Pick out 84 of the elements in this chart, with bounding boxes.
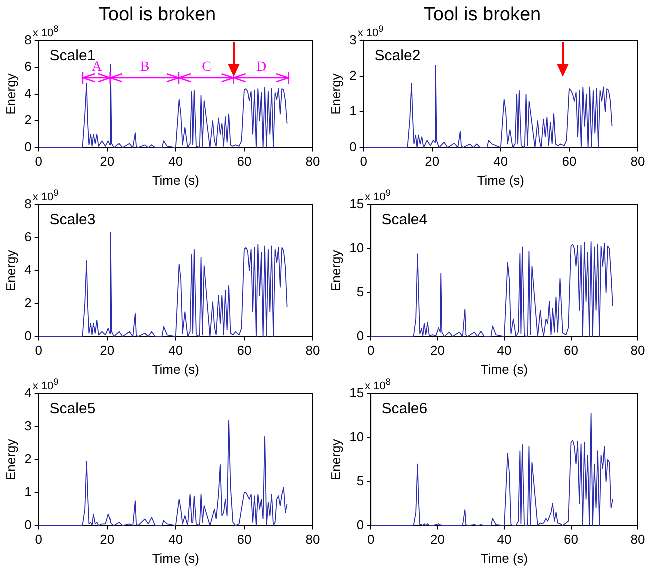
y-tick-label: 4 xyxy=(24,262,32,278)
y-tick-label: 6 xyxy=(24,59,32,74)
x-tick-label: 60 xyxy=(564,532,578,548)
y-axis-title: Energy xyxy=(328,438,344,480)
y-tick-label: 10 xyxy=(350,240,364,256)
y-tick-label: 4 xyxy=(24,86,32,101)
y-tick-label: 0 xyxy=(24,139,32,154)
y-tick-label: 3 xyxy=(24,418,32,434)
y-tick-label: 0 xyxy=(356,517,364,532)
y-tick-label: 2 xyxy=(350,68,357,84)
y-tick-label: 10 xyxy=(350,430,364,445)
x-tick-label: 20 xyxy=(100,532,115,548)
annotation: Scale6 xyxy=(382,400,428,418)
x-tick-label: 60 xyxy=(237,532,252,548)
x-tick-label: 40 xyxy=(494,154,508,170)
x-tick-label: 80 xyxy=(306,532,320,548)
annotation: D xyxy=(256,60,267,75)
annotation: Scale5 xyxy=(50,400,96,418)
text: x 10$^{9}$ xyxy=(365,188,391,204)
text: x 10$^{9}$ xyxy=(32,188,59,204)
y-axis-title: Energy xyxy=(3,438,18,480)
y-tick-label: 8 xyxy=(24,196,32,212)
x-tick-label: 0 xyxy=(367,532,375,548)
x-tick-label: 40 xyxy=(497,343,512,358)
y-axis-title: Energy xyxy=(328,73,344,115)
y-tick-label: 15 xyxy=(350,386,364,401)
x-tick-label: 80 xyxy=(306,154,320,170)
y-tick-label: 0 xyxy=(24,328,32,344)
y-tick-label: 2 xyxy=(24,295,32,310)
y-tick-label: 0 xyxy=(356,328,364,344)
x-tick-label: 0 xyxy=(35,532,42,548)
annotation: B xyxy=(140,60,150,75)
x-axis-title: Time (s) xyxy=(152,550,200,566)
x-tick-label: 60 xyxy=(237,154,252,170)
x-tick-label: 80 xyxy=(630,532,646,548)
y-tick-label: 1 xyxy=(24,484,32,500)
text: x 10$^{9}$ xyxy=(32,377,59,393)
chart-title: Tool is broken xyxy=(424,4,542,26)
x-tick-label: 60 xyxy=(237,343,252,358)
x-tick-label: 80 xyxy=(306,343,320,358)
y-tick-label: 8 xyxy=(24,32,32,48)
x-tick-label: 20 xyxy=(430,343,446,358)
x-axis-title: Time (s) xyxy=(477,172,525,188)
y-tick-label: 0 xyxy=(24,517,32,532)
y-tick-label: 5 xyxy=(356,284,364,300)
y-axis-title: Energy xyxy=(328,250,344,292)
x-tick-label: 0 xyxy=(35,343,42,358)
x-tick-label: 60 xyxy=(562,154,577,170)
y-axis-title: Energy xyxy=(3,73,18,115)
y-tick-label: 5 xyxy=(356,473,364,488)
x-tick-label: 80 xyxy=(630,343,646,358)
annotation: Scale2 xyxy=(374,47,421,64)
y-tick-label: 15 xyxy=(350,196,364,212)
x-tick-label: 60 xyxy=(564,343,578,358)
y-tick-label: 1 xyxy=(350,104,357,119)
annotation: C xyxy=(202,60,212,75)
x-tick-label: 0 xyxy=(35,154,42,170)
chart-title: Tool is broken xyxy=(98,4,216,26)
text: x 10$^{8}$ xyxy=(32,24,59,40)
x-tick-label: 0 xyxy=(367,343,375,358)
x-axis-title: Time (s) xyxy=(152,362,200,377)
x-tick-label: 40 xyxy=(168,343,184,358)
x-tick-label: 20 xyxy=(100,154,115,170)
annotation: Scale3 xyxy=(50,212,96,229)
y-tick-label: 6 xyxy=(24,230,32,245)
text: x 10$^{8}$ xyxy=(365,377,391,393)
y-tick-label: 2 xyxy=(24,451,32,466)
text: x 10$^{9}$ xyxy=(358,24,384,40)
x-tick-label: 80 xyxy=(630,154,646,170)
x-axis-title: Time (s) xyxy=(152,172,200,188)
x-axis-title: Time (s) xyxy=(480,550,528,566)
y-tick-label: 3 xyxy=(350,32,357,48)
x-tick-label: 40 xyxy=(168,154,184,170)
x-tick-label: 40 xyxy=(168,532,184,548)
x-tick-label: 20 xyxy=(100,343,115,358)
x-axis-title: Time (s) xyxy=(480,362,528,377)
x-tick-label: 20 xyxy=(425,154,440,170)
x-tick-label: 40 xyxy=(497,532,512,548)
y-tick-label: 0 xyxy=(350,139,357,154)
x-tick-label: 20 xyxy=(430,532,446,548)
annotation: Scale4 xyxy=(382,212,428,229)
y-tick-label: 4 xyxy=(24,386,32,401)
y-axis-title: Energy xyxy=(3,250,18,292)
y-tick-label: 2 xyxy=(24,112,32,128)
